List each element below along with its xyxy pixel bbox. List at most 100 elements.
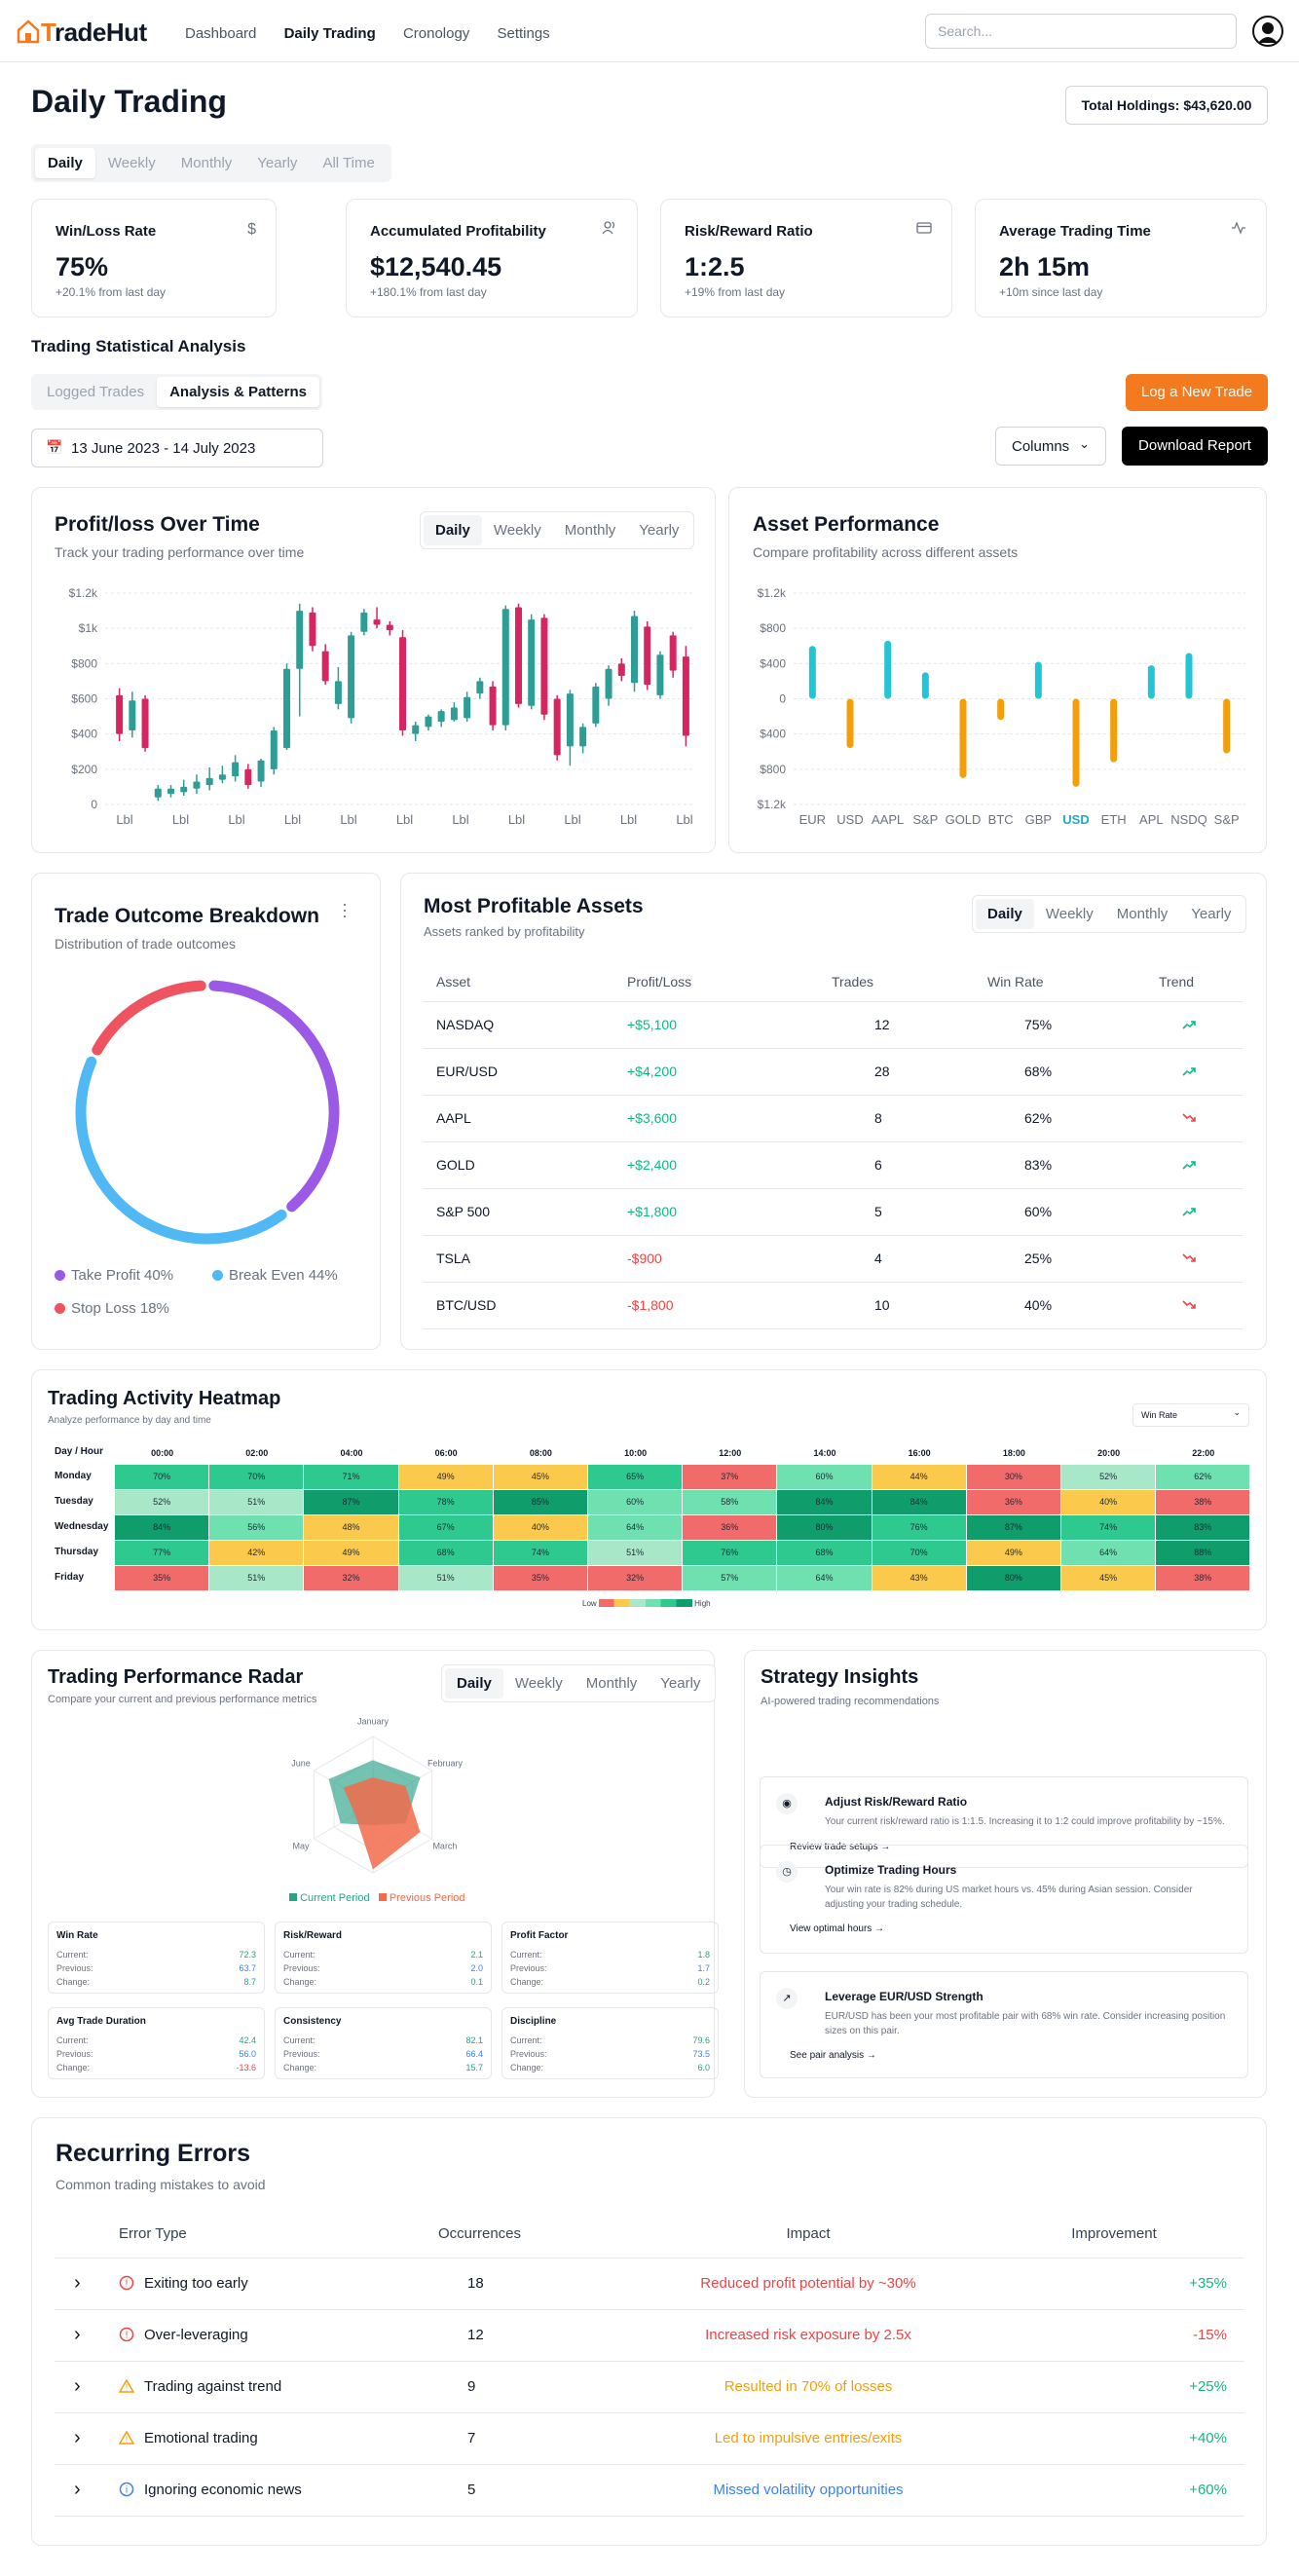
table-row[interactable]: AAPL +$3,600 8 62% xyxy=(423,1095,1243,1142)
chevron-right-icon[interactable]: › xyxy=(74,2375,81,2397)
tab-daily[interactable]: Daily xyxy=(976,899,1034,929)
chevron-right-icon[interactable]: › xyxy=(74,2324,81,2345)
log-trade-button[interactable]: Log a New Trade xyxy=(1126,374,1268,411)
chevron-right-icon[interactable]: › xyxy=(74,2272,81,2294)
tab-monthly[interactable]: Monthly xyxy=(585,1675,638,1692)
tab-yearly[interactable]: Yearly xyxy=(660,1675,701,1692)
heatmap-cell[interactable]: 84% xyxy=(872,1490,966,1514)
heatmap-cell[interactable]: 35% xyxy=(115,1566,209,1590)
tab-weekly[interactable]: Weekly xyxy=(514,1675,563,1692)
tab-yearly[interactable]: Yearly xyxy=(1191,906,1232,922)
nav-daily-trading[interactable]: Daily Trading xyxy=(283,25,376,42)
tab-monthly[interactable]: Monthly xyxy=(564,522,616,539)
table-row[interactable]: ›! Over-leveraging 12 Increased risk exposu… xyxy=(55,2309,1244,2362)
more-options-icon[interactable]: · · · xyxy=(342,894,348,925)
heatmap-cell[interactable]: 80% xyxy=(777,1515,872,1540)
heatmap-cell[interactable]: 48% xyxy=(304,1515,398,1540)
heatmap-cell[interactable]: 45% xyxy=(1061,1566,1156,1590)
expand-cell[interactable]: › xyxy=(55,2361,119,2413)
tab-weekly[interactable]: Weekly xyxy=(1045,906,1094,922)
insight-link-pair-analysis[interactable]: See pair analysis → xyxy=(790,2050,876,2061)
heatmap-cell[interactable]: 87% xyxy=(966,1515,1060,1540)
tab-monthly[interactable]: Monthly xyxy=(180,155,233,171)
tab-yearly[interactable]: Yearly xyxy=(639,522,680,539)
heatmap-cell[interactable]: 51% xyxy=(209,1490,304,1514)
heatmap-cell[interactable]: 60% xyxy=(777,1465,872,1489)
heatmap-cell[interactable]: 49% xyxy=(966,1541,1060,1565)
heatmap-cell[interactable]: 68% xyxy=(398,1541,493,1565)
heatmap-cell[interactable]: 57% xyxy=(683,1566,777,1590)
heatmap-cell[interactable]: 36% xyxy=(683,1515,777,1540)
heatmap-cell[interactable]: 37% xyxy=(683,1465,777,1489)
heatmap-cell[interactable]: 80% xyxy=(966,1566,1060,1590)
expand-cell[interactable]: › xyxy=(55,2258,119,2310)
expand-cell[interactable]: › xyxy=(55,2412,119,2465)
tab-weekly[interactable]: Weekly xyxy=(107,155,156,171)
heatmap-cell[interactable]: 52% xyxy=(1061,1465,1156,1489)
table-row[interactable]: EUR/USD +$4,200 28 68% xyxy=(423,1048,1243,1096)
heatmap-cell[interactable]: 74% xyxy=(493,1541,587,1565)
table-row[interactable]: ›! Exiting too early 18 Reduced profit pote… xyxy=(55,2258,1244,2310)
heatmap-metric-select[interactable]: Win Rate ⌄ xyxy=(1132,1403,1249,1427)
heatmap-cell[interactable]: 83% xyxy=(1156,1515,1250,1540)
nav-settings[interactable]: Settings xyxy=(497,25,550,42)
table-row[interactable]: ›! Emotional trading 7 Led to impulsive ent… xyxy=(55,2412,1244,2465)
heatmap-cell[interactable]: 88% xyxy=(1156,1541,1250,1565)
brand-logo[interactable]: TradeHut xyxy=(16,18,147,48)
search-input[interactable]: Search... xyxy=(925,14,1237,49)
heatmap-cell[interactable]: 84% xyxy=(115,1515,209,1540)
heatmap-cell[interactable]: 51% xyxy=(398,1566,493,1590)
heatmap-cell[interactable]: 58% xyxy=(683,1490,777,1514)
heatmap-cell[interactable]: 38% xyxy=(1156,1490,1250,1514)
tab-analysis-patterns[interactable]: Analysis & Patterns xyxy=(157,377,319,407)
tab-daily[interactable]: Daily xyxy=(445,1668,503,1699)
date-range-picker[interactable]: 📅 13 June 2023 - 14 July 2023 xyxy=(31,429,323,467)
tab-yearly[interactable]: Yearly xyxy=(257,155,298,171)
heatmap-cell[interactable]: 43% xyxy=(872,1566,966,1590)
heatmap-cell[interactable]: 32% xyxy=(304,1566,398,1590)
columns-button[interactable]: Columns ⌄ xyxy=(995,427,1106,466)
heatmap-cell[interactable]: 76% xyxy=(683,1541,777,1565)
heatmap-cell[interactable]: 35% xyxy=(493,1566,587,1590)
heatmap-cell[interactable]: 64% xyxy=(777,1566,872,1590)
insight-link-optimal-hours[interactable]: View optimal hours → xyxy=(790,1923,885,1934)
nav-dashboard[interactable]: Dashboard xyxy=(185,25,257,42)
heatmap-cell[interactable]: 44% xyxy=(872,1465,966,1489)
avatar[interactable] xyxy=(1252,16,1283,47)
chevron-right-icon[interactable]: › xyxy=(74,2427,81,2448)
table-row[interactable]: TSLA -$900 4 25% xyxy=(423,1235,1243,1283)
table-row[interactable]: NASDAQ +$5,100 12 75% xyxy=(423,1001,1243,1049)
heatmap-cell[interactable]: 71% xyxy=(304,1465,398,1489)
heatmap-cell[interactable]: 84% xyxy=(777,1490,872,1514)
heatmap-cell[interactable]: 65% xyxy=(588,1465,683,1489)
heatmap-cell[interactable]: 45% xyxy=(493,1465,587,1489)
tab-all-time[interactable]: All Time xyxy=(322,155,375,171)
heatmap-cell[interactable]: 64% xyxy=(1061,1541,1156,1565)
total-holdings-button[interactable]: Total Holdings: $43,620.00 xyxy=(1065,86,1268,125)
heatmap-cell[interactable]: 67% xyxy=(398,1515,493,1540)
heatmap-cell[interactable]: 38% xyxy=(1156,1566,1250,1590)
table-row[interactable]: S&P 500 +$1,800 5 60% xyxy=(423,1188,1243,1236)
heatmap-cell[interactable]: 36% xyxy=(966,1490,1060,1514)
heatmap-cell[interactable]: 40% xyxy=(493,1515,587,1540)
heatmap-cell[interactable]: 60% xyxy=(588,1490,683,1514)
heatmap-cell[interactable]: 30% xyxy=(966,1465,1060,1489)
heatmap-cell[interactable]: 76% xyxy=(872,1515,966,1540)
heatmap-cell[interactable]: 51% xyxy=(209,1566,304,1590)
table-row[interactable]: GOLD +$2,400 6 83% xyxy=(423,1141,1243,1189)
heatmap-cell[interactable]: 62% xyxy=(1156,1465,1250,1489)
tab-logged-trades[interactable]: Logged Trades xyxy=(47,384,145,400)
heatmap-cell[interactable]: 70% xyxy=(115,1465,209,1489)
tab-daily[interactable]: Daily xyxy=(35,148,95,178)
heatmap-cell[interactable]: 85% xyxy=(493,1490,587,1514)
heatmap-cell[interactable]: 52% xyxy=(115,1490,209,1514)
heatmap-cell[interactable]: 70% xyxy=(209,1465,304,1489)
heatmap-cell[interactable]: 40% xyxy=(1061,1490,1156,1514)
table-row[interactable]: ›! Trading against trend 9 Resulted in 70% … xyxy=(55,2361,1244,2413)
heatmap-cell[interactable]: 68% xyxy=(777,1541,872,1565)
nav-cronology[interactable]: Cronology xyxy=(402,25,470,42)
heatmap-cell[interactable]: 70% xyxy=(872,1541,966,1565)
heatmap-cell[interactable]: 74% xyxy=(1061,1515,1156,1540)
heatmap-cell[interactable]: 87% xyxy=(304,1490,398,1514)
heatmap-cell[interactable]: 77% xyxy=(115,1541,209,1565)
